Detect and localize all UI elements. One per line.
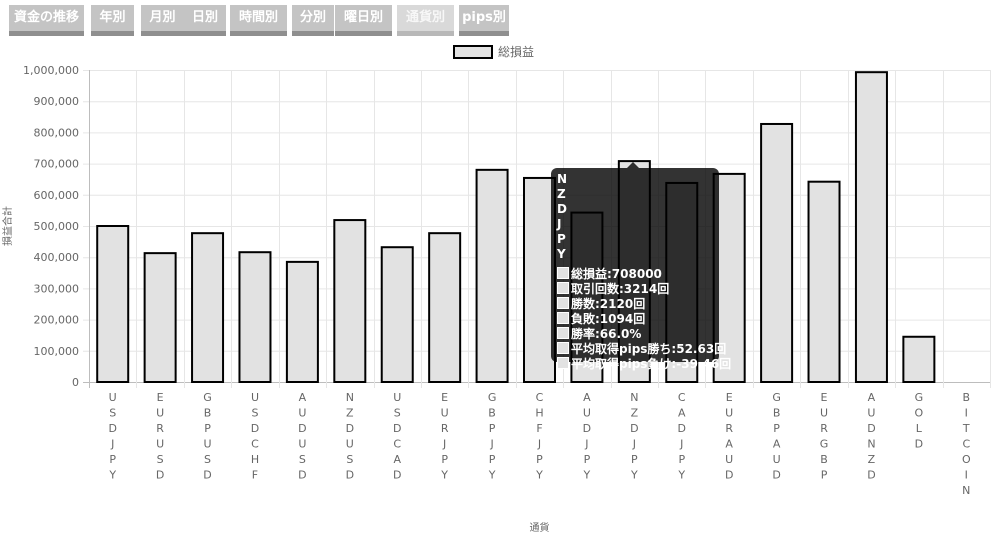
bar <box>807 180 841 383</box>
y-tick-label: 800,000 <box>34 126 80 139</box>
tooltip-line-total: 総損益:708000 <box>557 267 713 282</box>
tooltip-line-avg-win: 平均取得pips勝ち:52.63回 <box>557 342 726 357</box>
tab-by-currency[interactable]: 通貨別 <box>397 5 454 36</box>
tab-by-minute[interactable]: 分別 <box>292 5 334 36</box>
bar <box>760 122 794 383</box>
tooltip-title: NZDJPY <box>557 172 568 261</box>
tooltip-swatch <box>557 282 569 294</box>
bar <box>238 251 272 383</box>
chart-tooltip: NZDJPY 総損益:708000 取引回数:3214回 勝数:2120回 負敗… <box>551 162 731 371</box>
tooltip-swatch <box>557 297 569 309</box>
y-tick-label: 300,000 <box>34 282 80 295</box>
bar <box>475 168 509 383</box>
tooltip-line-trades: 取引回数:3214回 <box>557 282 713 297</box>
y-axis-title: 損益合計 <box>1 206 14 246</box>
tooltip-line-avg-loss: 平均取得pips負け:-39.46回 <box>557 357 731 372</box>
y-tick-label: 1,000,000 <box>23 64 79 77</box>
tooltip-swatch <box>557 267 569 279</box>
bar <box>285 260 319 384</box>
legend-label: 総損益 <box>498 44 534 59</box>
y-tick-label: 500,000 <box>34 220 80 233</box>
y-tick-label: 600,000 <box>34 189 80 202</box>
tooltip-swatch <box>557 327 569 339</box>
bar <box>523 176 556 383</box>
legend-swatch <box>453 45 493 59</box>
y-tick-label: 700,000 <box>34 158 80 171</box>
tab-fund-history[interactable]: 資金の推移 <box>9 5 84 36</box>
bar <box>428 232 462 383</box>
bar <box>380 246 414 383</box>
tab-by-pips[interactable]: pips別 <box>459 5 509 36</box>
tooltip-line-wins: 勝数:2120回 <box>557 297 713 312</box>
y-tick-label: 200,000 <box>34 314 80 327</box>
tooltip-swatch <box>557 312 569 324</box>
bar <box>143 252 177 383</box>
bar <box>191 232 225 383</box>
bar <box>96 225 130 383</box>
tooltip-caret <box>627 162 639 168</box>
tab-by-weekday[interactable]: 曜日別 <box>335 5 392 36</box>
tab-by-day[interactable]: 日別 <box>184 5 226 36</box>
bar <box>902 335 936 384</box>
tooltip-swatch <box>557 357 569 369</box>
y-tick-label: 100,000 <box>34 345 80 358</box>
tooltip-line-losses: 負敗:1094回 <box>557 312 713 327</box>
tooltip-lines: 総損益:708000 取引回数:3214回 勝数:2120回 負敗:1094回 … <box>557 267 731 372</box>
tab-by-hour[interactable]: 時間別 <box>230 5 287 36</box>
tab-by-year[interactable]: 年別 <box>91 5 134 36</box>
y-tick-label: 0 <box>72 376 79 389</box>
tab-by-month[interactable]: 月別 <box>141 5 184 36</box>
tooltip-swatch <box>557 342 569 354</box>
y-tick-label: 900,000 <box>34 95 80 108</box>
tooltip-line-winrate: 勝率:66.0% <box>557 327 713 342</box>
x-axis-title: 通貨 <box>530 521 550 534</box>
bar <box>854 71 888 384</box>
y-tick-label: 400,000 <box>34 251 80 264</box>
bar <box>333 219 367 383</box>
